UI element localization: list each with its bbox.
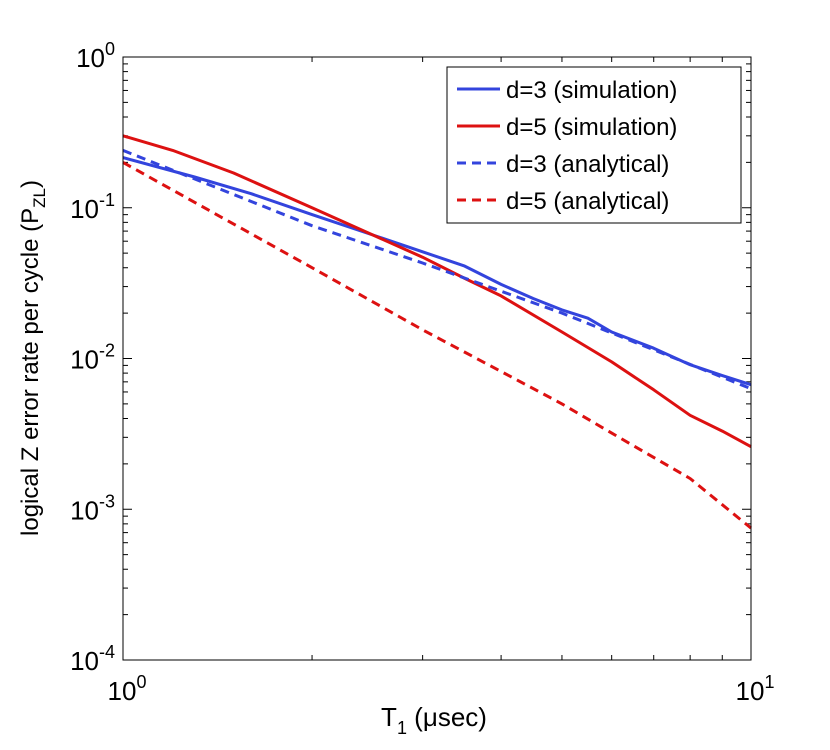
y-tick-label-base: 10	[70, 345, 99, 375]
y-tick-label-base: 10	[70, 646, 99, 676]
y-tick-label: 10-1	[70, 190, 115, 224]
y-tick-label-exponent: -1	[99, 190, 115, 210]
y-tick-label-base: 10	[70, 194, 99, 224]
series-layer	[122, 134, 752, 530]
y-tick-label: 10-4	[70, 642, 115, 676]
x-tick-label-base: 10	[108, 676, 137, 706]
series-line-2	[122, 134, 752, 449]
x-tick-label-exponent: 0	[136, 672, 146, 692]
series-line-3	[122, 149, 752, 391]
x-tick-label: 101	[736, 672, 775, 706]
y-tick-label: 10-2	[70, 341, 115, 375]
series-line-4	[122, 161, 752, 530]
legend: d=3 (simulation) d=5 (simulation) d=3 (ana…	[446, 66, 742, 224]
y-tick-label-exponent: -2	[99, 341, 115, 361]
x-tick-label: 100	[108, 672, 147, 706]
y-tick-label: 10-3	[70, 491, 115, 525]
plot-frame	[122, 56, 752, 661]
legend-label-1: d=3 (simulation)	[506, 77, 677, 104]
y-tick-label-base: 10	[76, 43, 105, 73]
legend-box	[446, 66, 742, 224]
legend-label-4: d=5 (analytical)	[506, 188, 669, 215]
x-axis-label: T1 (μsec)	[381, 702, 487, 738]
x-tick-label-exponent: 1	[764, 672, 774, 692]
y-axis-label-main: logical Z error rate per cycle (P	[17, 208, 44, 536]
y-axis-label-close: )	[17, 180, 44, 188]
y-tick-label-exponent: 0	[105, 39, 115, 59]
x-tick-label-base: 10	[736, 676, 765, 706]
legend-label-2: d=5 (simulation)	[506, 114, 677, 141]
x-axis-label-main: T	[381, 702, 397, 732]
y-tick-label-base: 10	[70, 495, 99, 525]
y-tick-label-exponent: -4	[99, 642, 115, 662]
y-axis-label: logical Z error rate per cycle (PZL)	[17, 180, 49, 536]
x-axis-label-sub: 1	[397, 718, 407, 738]
y-tick-label-exponent: -3	[99, 491, 115, 511]
y-axis-label-sub: ZL	[30, 188, 49, 208]
x-axis-label-unit: (μsec)	[407, 702, 487, 732]
y-tick-label: 100	[76, 39, 115, 73]
legend-label-3: d=3 (analytical)	[506, 151, 669, 178]
